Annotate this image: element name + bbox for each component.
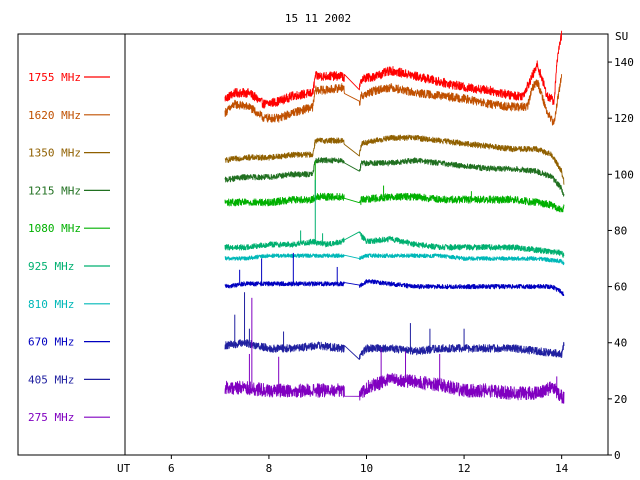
x-axis-label: UT (117, 462, 131, 475)
series-line (224, 30, 563, 109)
x-tick-label: 12 (457, 462, 470, 475)
series-layer (224, 30, 565, 404)
x-tick-label: 6 (168, 462, 175, 475)
series-line (224, 253, 565, 266)
legend-label: 1755 MHz (28, 71, 81, 84)
series-line (224, 192, 565, 213)
plot-frame (17, 33, 609, 456)
y-axis-ticks: 0 20 40 60 80 100 120 140 (608, 56, 634, 462)
legend-label: 1215 MHz (28, 184, 81, 197)
legend: 1755 MHz 1620 MHz 1350 MHz 1215 MHz 1080 MHz… (28, 71, 110, 424)
y-tick-label: 60 (614, 281, 627, 294)
y-tick-label: 120 (614, 112, 634, 125)
series-line (224, 231, 565, 258)
y-tick-label: 40 (614, 337, 627, 350)
legend-label: 1620 MHz (28, 109, 81, 122)
x-axis-ticks: 6 8 10 12 14 (168, 455, 569, 475)
x-tick-label: 14 (555, 462, 569, 475)
series-line (224, 157, 565, 197)
series-line (224, 134, 565, 185)
y-tick-label: 0 (614, 449, 621, 462)
y-tick-label: 20 (614, 393, 627, 406)
legend-label: 925 MHz (28, 260, 74, 273)
legend-label: 275 MHz (28, 411, 74, 424)
legend-label: 405 MHz (28, 373, 74, 386)
series-line (224, 339, 565, 360)
x-tick-label: 10 (360, 462, 373, 475)
legend-label: 670 MHz (28, 336, 74, 349)
y-tick-label: 100 (614, 168, 634, 181)
legend-label: 1080 MHz (28, 222, 81, 235)
y-tick-label: 140 (614, 56, 634, 69)
series-line (224, 279, 565, 297)
x-tick-label: 8 (266, 462, 273, 475)
legend-label: 1350 MHz (28, 147, 81, 160)
legend-label: 810 MHz (28, 298, 74, 311)
series-line (224, 372, 565, 404)
chart-title: 15 11 2002 (285, 12, 351, 25)
y-axis-label: SU (615, 30, 628, 43)
y-tick-label: 80 (614, 224, 627, 237)
series-line (224, 74, 563, 126)
